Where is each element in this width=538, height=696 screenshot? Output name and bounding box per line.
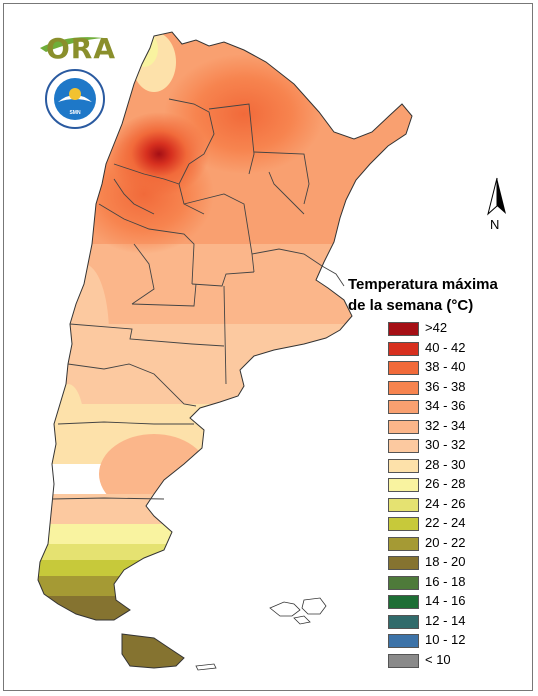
province-borders — [51, 98, 345, 500]
legend-swatch — [388, 341, 419, 356]
legend-swatch — [388, 478, 419, 492]
legend-label: 10 - 12 — [425, 632, 466, 647]
legend-swatch — [388, 556, 419, 570]
legend-item: 24 - 26 — [388, 496, 528, 512]
legend-swatch — [388, 575, 419, 590]
legend-item: 40 - 42 — [388, 340, 528, 356]
legend-swatch — [388, 653, 419, 668]
north-arrow-icon — [487, 177, 506, 216]
legend-swatch — [388, 322, 419, 336]
map-frame: ORA SMN N Temperatura máxima de la seman… — [3, 3, 533, 691]
legend-label: 28 - 30 — [425, 456, 466, 472]
legend-item: 12 - 14 — [388, 613, 528, 629]
malvinas-islands — [269, 597, 327, 625]
legend-label: 16 - 18 — [425, 573, 466, 589]
ora-logo-swoosh — [40, 37, 104, 52]
smn-seal-logo: SMN — [45, 69, 105, 129]
ora-logo-text: ORA — [46, 32, 117, 65]
legend-title-line-2: de la semana (°C) — [348, 297, 474, 314]
legend-label: >42 — [425, 320, 448, 335]
legend-title: Temperatura máxima de la semana (°C) — [348, 274, 532, 316]
legend-label: 22 - 24 — [425, 515, 466, 530]
legend-label: 18 - 20 — [425, 554, 466, 569]
legend-item: 16 - 18 — [388, 574, 528, 590]
legend-label: 20 - 22 — [425, 534, 466, 550]
legend-swatch — [388, 400, 419, 414]
legend-item: 30 - 32 — [388, 437, 528, 453]
tierra-del-fuego — [121, 633, 185, 669]
legend-swatch — [388, 380, 419, 395]
svg-text:SMN: SMN — [69, 110, 81, 116]
legend-item: 14 - 16 — [388, 593, 528, 609]
legend-item: 26 - 28 — [388, 476, 528, 492]
temperature-map — [37, 31, 413, 671]
legend-label: 14 - 16 — [425, 593, 466, 608]
legend-swatch — [388, 595, 419, 609]
legend-item: 36 - 38 — [388, 379, 528, 395]
legend-item: 34 - 36 — [388, 398, 528, 414]
legend-item: >42 — [388, 320, 528, 336]
legend-swatch — [388, 361, 419, 375]
legend-swatch — [388, 634, 419, 648]
legend-label: < 10 — [425, 651, 451, 667]
legend-swatch — [388, 419, 419, 434]
legend-label: 30 - 32 — [425, 437, 466, 452]
legend-item: < 10 — [388, 652, 528, 668]
legend-label: 36 - 38 — [425, 378, 466, 394]
legend-item: 10 - 12 — [388, 632, 528, 648]
legend-swatch — [388, 497, 419, 512]
legend-item: 38 - 40 — [388, 359, 528, 375]
legend-label: 40 - 42 — [425, 339, 466, 355]
legend-item: 28 - 30 — [388, 457, 528, 473]
legend-item: 22 - 24 — [388, 515, 528, 531]
legend-swatch — [388, 536, 419, 551]
legend-swatch — [388, 614, 419, 629]
legend-swatch — [388, 517, 419, 531]
legend-label: 32 - 34 — [425, 417, 466, 433]
north-label: N — [490, 217, 500, 232]
legend-swatch — [388, 458, 419, 473]
legend-label: 34 - 36 — [425, 398, 466, 413]
legend-label: 12 - 14 — [425, 612, 466, 628]
legend-label: 38 - 40 — [425, 359, 466, 374]
legend-label: 24 - 26 — [425, 495, 466, 511]
legend-label: 26 - 28 — [425, 476, 466, 491]
legend-swatch — [388, 439, 419, 453]
legend-title-line-1: Temperatura máxima — [348, 276, 498, 293]
legend-item: 20 - 22 — [388, 535, 528, 551]
legend-item: 18 - 20 — [388, 554, 528, 570]
legend-item: 32 - 34 — [388, 418, 528, 434]
